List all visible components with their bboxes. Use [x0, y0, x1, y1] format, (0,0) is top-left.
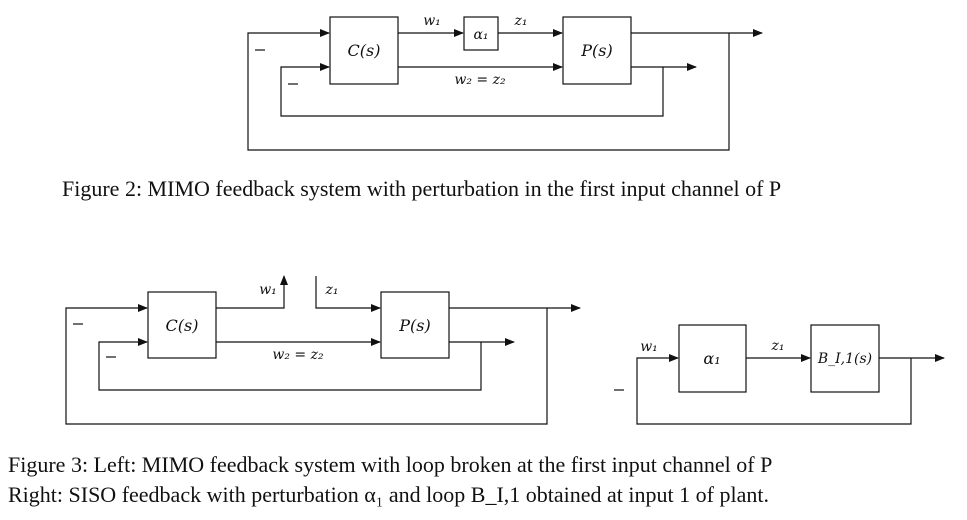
z1-label: z₁	[514, 13, 528, 29]
plant-label: P(s)	[580, 41, 612, 60]
w2z2-label: w₂ = z₂	[454, 72, 506, 88]
w1-label: w₁	[259, 282, 277, 298]
z1-label: z₁	[325, 282, 339, 298]
feedback-loop	[636, 354, 912, 425]
figure-2-diagram: C(s) α₁ P(s) w₁ z₁ w₂ = z₂	[247, 13, 763, 151]
plant-block	[380, 291, 450, 359]
loop-label: B_I,1(s)	[817, 351, 872, 367]
w1-broken-output	[216, 275, 288, 309]
perturbation-label: α₁	[703, 349, 720, 368]
controller-label: C(s)	[166, 316, 199, 335]
outer-feedback-loop	[65, 304, 548, 425]
inner-feedback-loop	[280, 63, 664, 117]
plant-block	[562, 16, 632, 85]
perturbation-block	[463, 16, 499, 51]
perturbation-block	[678, 324, 747, 393]
figure-3-right-diagram: α₁ B_I,1(s) z₁ w₁	[614, 324, 945, 425]
w1-label: w₁	[423, 13, 441, 29]
figure-3-left-diagram: C(s) P(s) w₁ z₁ w₂ = z₂	[65, 275, 581, 425]
controller-block	[329, 16, 399, 85]
w2z2-label: w₂ = z₂	[272, 347, 324, 363]
outer-feedback-loop	[247, 29, 730, 151]
controller-block	[147, 291, 217, 359]
loop-block	[810, 324, 880, 393]
figure-3-caption-line-2: Right: SISO feedback with perturbation α…	[8, 482, 769, 507]
w1-label: w₁	[640, 339, 658, 355]
z1-label: z₁	[771, 338, 785, 354]
perturbation-label: α₁	[473, 27, 488, 43]
plant-label: P(s)	[398, 316, 430, 335]
figure-2-caption: Figure 2: MIMO feedback system with pert…	[62, 176, 782, 201]
figure-3-caption-line-1: Figure 3: Left: MIMO feedback system wit…	[8, 452, 773, 477]
inner-feedback-loop	[98, 338, 482, 391]
controller-label: C(s)	[348, 41, 381, 60]
z1-broken-input	[315, 276, 381, 312]
